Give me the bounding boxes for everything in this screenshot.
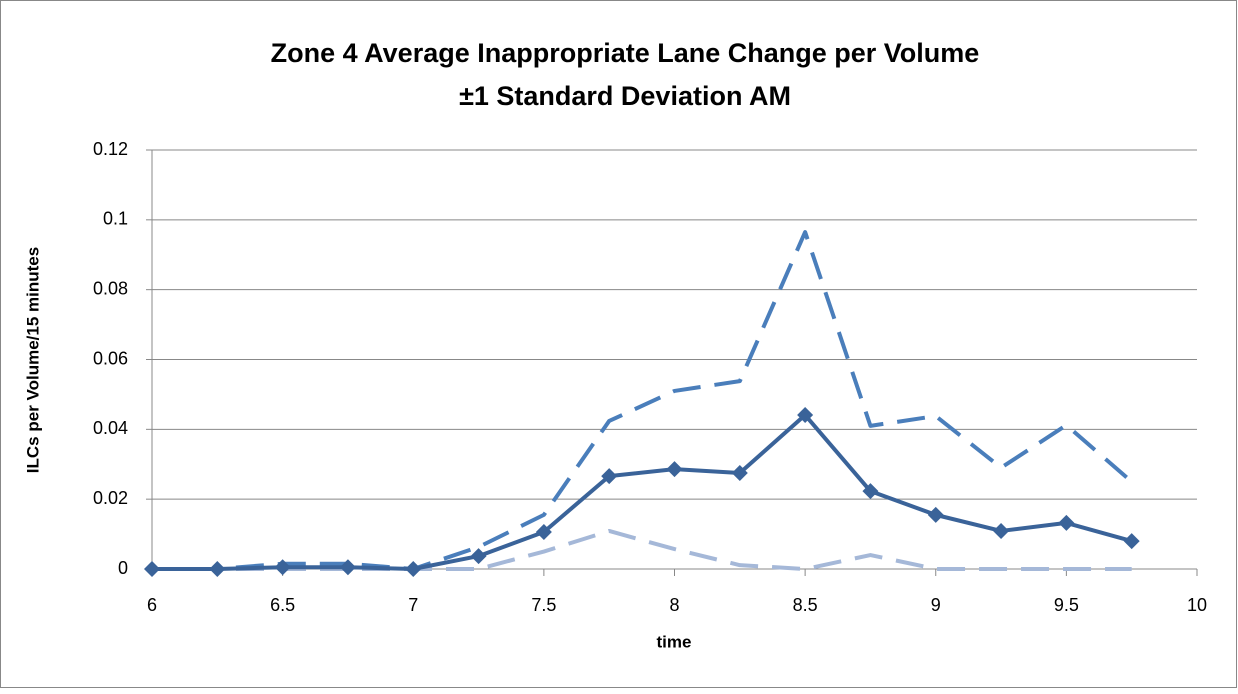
marker bbox=[797, 407, 814, 424]
chart-title: Zone 4 Average Inappropriate Lane Change… bbox=[271, 38, 980, 68]
x-tick-label: 6.5 bbox=[270, 595, 295, 615]
marker bbox=[731, 464, 748, 481]
y-tick-label: 0.04 bbox=[93, 418, 128, 438]
marker bbox=[993, 522, 1010, 539]
x-tick-label: 9 bbox=[931, 595, 941, 615]
series-line bbox=[152, 413, 1133, 571]
series-line bbox=[152, 230, 1133, 571]
y-tick-label: 0.02 bbox=[93, 488, 128, 508]
marker bbox=[209, 561, 226, 577]
marker bbox=[144, 561, 160, 577]
marker bbox=[862, 483, 879, 500]
marker bbox=[339, 559, 356, 576]
y-axis-label: ILCs per Volume/15 minutes bbox=[23, 247, 42, 473]
x-tick-label: 6 bbox=[147, 595, 157, 615]
y-tick-label: 0.08 bbox=[93, 278, 128, 298]
marker bbox=[470, 548, 487, 565]
y-tick-label: 0.12 bbox=[93, 139, 128, 159]
x-tick-label: 7.5 bbox=[531, 595, 556, 615]
marker bbox=[274, 559, 291, 576]
chart-title: ±1 Standard Deviation AM bbox=[459, 81, 791, 111]
marker bbox=[405, 561, 422, 577]
x-tick-label: 8 bbox=[669, 595, 679, 615]
x-tick-label: 7 bbox=[408, 595, 418, 615]
y-tick-label: 0 bbox=[118, 558, 128, 578]
y-tick-label: 0.1 bbox=[103, 209, 128, 229]
marker bbox=[927, 506, 944, 523]
marker bbox=[1058, 514, 1075, 531]
x-tick-label: 8.5 bbox=[793, 595, 818, 615]
x-tick-label: 10 bbox=[1187, 595, 1207, 615]
marker bbox=[1123, 533, 1140, 550]
x-tick-label: 9.5 bbox=[1054, 595, 1079, 615]
y-tick-label: 0.06 bbox=[93, 348, 128, 368]
marker bbox=[666, 461, 683, 478]
x-axis-label: time bbox=[657, 632, 692, 651]
marker bbox=[535, 523, 552, 540]
marker bbox=[601, 468, 618, 485]
